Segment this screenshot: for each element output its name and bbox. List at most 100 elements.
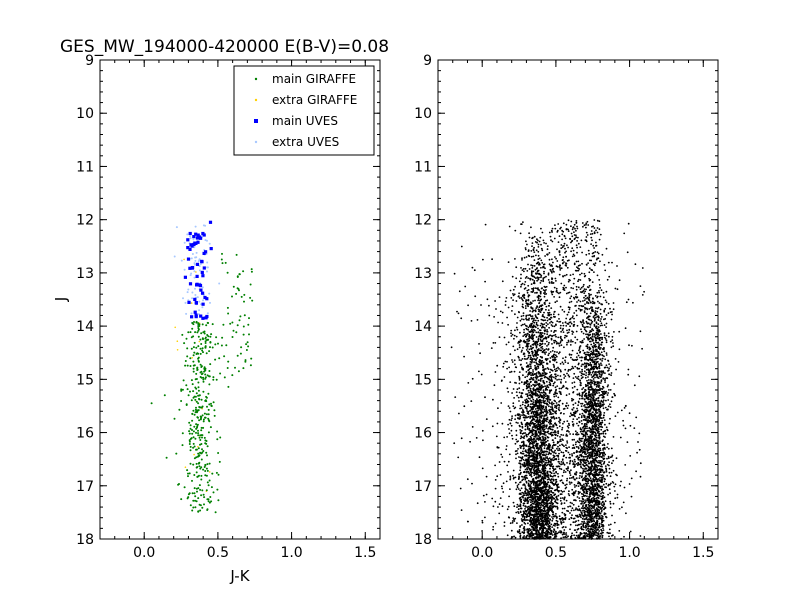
star-point: [490, 347, 493, 349]
star-point: [520, 351, 523, 353]
star-point: [527, 314, 529, 317]
main-giraffe-point: [249, 296, 252, 299]
main-giraffe-point: [195, 471, 198, 474]
star-point: [579, 500, 581, 502]
main-giraffe-point: [208, 370, 211, 372]
main-giraffe-point: [191, 479, 193, 482]
main-giraffe-point: [193, 487, 196, 490]
star-point: [603, 496, 606, 499]
star-point: [596, 219, 599, 222]
star-point: [561, 426, 564, 429]
main-giraffe-point: [197, 409, 200, 412]
main-giraffe-point: [203, 466, 206, 468]
star-point: [607, 532, 610, 535]
star-point: [602, 500, 604, 503]
star-point: [523, 383, 526, 386]
extra-uves-point: [202, 299, 204, 302]
star-point: [574, 336, 577, 339]
star-point: [515, 457, 517, 460]
star-point: [530, 374, 532, 377]
star-point: [593, 247, 595, 249]
star-point: [548, 334, 551, 337]
main-giraffe-point: [237, 287, 240, 290]
star-point: [529, 310, 531, 312]
star-point: [605, 470, 608, 473]
star-point: [609, 500, 612, 503]
star-point: [520, 423, 523, 425]
star-point: [609, 406, 612, 408]
star-point: [481, 519, 484, 522]
star-point: [546, 363, 549, 365]
main-giraffe-point: [197, 386, 200, 389]
star-point: [555, 395, 558, 397]
main-giraffe-point: [197, 389, 200, 392]
star-point: [611, 335, 614, 338]
star-point: [576, 407, 578, 410]
main-giraffe-point: [202, 468, 205, 471]
legend-label: extra GIRAFFE: [272, 93, 357, 107]
star-point: [554, 386, 557, 389]
star-point: [567, 374, 570, 377]
star-point: [618, 330, 621, 333]
main-giraffe-point: [200, 474, 203, 477]
main-giraffe-point: [202, 420, 205, 423]
main-giraffe-point: [206, 481, 209, 484]
main-giraffe-point: [204, 340, 207, 343]
main-giraffe-point: [240, 295, 243, 298]
star-point: [551, 401, 553, 404]
star-point: [537, 449, 539, 452]
main-giraffe-point: [194, 437, 197, 440]
main-giraffe-point: [191, 412, 194, 415]
extra-giraffe-point: [174, 326, 176, 329]
star-point: [555, 532, 558, 535]
star-point: [598, 228, 601, 231]
extra-uves-point: [191, 291, 194, 294]
star-point: [561, 238, 563, 241]
star-point: [544, 343, 546, 345]
star-point: [560, 503, 563, 505]
star-point: [612, 502, 615, 505]
star-point: [607, 302, 610, 305]
star-point: [498, 296, 501, 298]
star-point: [551, 487, 554, 490]
star-point: [607, 447, 610, 450]
star-point: [519, 232, 522, 235]
star-point: [563, 507, 566, 510]
star-point: [565, 433, 568, 436]
star-point: [589, 259, 591, 262]
star-point: [555, 361, 558, 364]
star-point: [608, 367, 610, 370]
main-giraffe-point: [193, 474, 196, 476]
main-giraffe-point: [195, 321, 198, 324]
star-point: [578, 437, 581, 440]
main-giraffe-point: [195, 400, 198, 403]
main-giraffe-point: [211, 323, 214, 326]
star-point: [553, 497, 556, 500]
star-point: [569, 412, 572, 415]
main-uves-point: [195, 282, 199, 286]
star-point: [524, 324, 527, 327]
star-point: [550, 239, 552, 242]
star-point: [523, 283, 526, 286]
main-uves-point: [194, 301, 198, 305]
star-point: [543, 408, 546, 411]
star-point: [555, 280, 557, 282]
star-point: [607, 261, 610, 264]
star-point: [515, 391, 518, 393]
star-point: [520, 518, 523, 520]
star-point: [565, 292, 568, 295]
star-point: [511, 361, 514, 363]
star-point: [627, 222, 630, 225]
star-point: [546, 529, 549, 532]
star-point: [586, 234, 589, 236]
star-point: [481, 521, 484, 524]
star-point: [521, 411, 523, 413]
star-point: [557, 396, 560, 399]
main-giraffe-point: [200, 332, 203, 335]
star-point: [516, 316, 519, 319]
star-point: [544, 255, 546, 257]
star-point: [537, 308, 540, 311]
star-point: [557, 472, 559, 475]
main-giraffe-point: [215, 471, 218, 474]
